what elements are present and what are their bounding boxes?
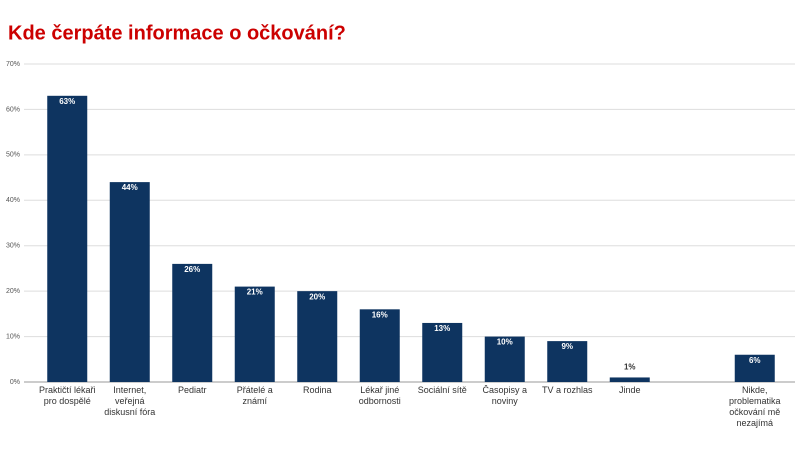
data-label: 21% bbox=[247, 288, 263, 297]
data-label: 16% bbox=[372, 310, 388, 319]
x-tick-label: Časopisy a noviny bbox=[482, 385, 528, 406]
y-tick-label: 40% bbox=[6, 197, 20, 204]
data-label: 20% bbox=[309, 292, 325, 301]
data-label: 44% bbox=[122, 183, 138, 192]
y-tick-label: 30% bbox=[6, 243, 20, 250]
x-tick-label: Internet, veřejná diskusní fóra bbox=[104, 385, 156, 417]
bar bbox=[297, 291, 338, 382]
x-tick-label-box: Pediatr bbox=[177, 385, 207, 395]
chart-title: Kde čerpáte informace o očkování? bbox=[8, 22, 346, 44]
x-tick-label: Nikde, problematika očkování mě nezajímá bbox=[728, 385, 781, 428]
y-tick-label: 70% bbox=[6, 61, 20, 68]
data-label: 6% bbox=[749, 356, 761, 365]
data-label: 63% bbox=[59, 97, 75, 106]
bar bbox=[47, 95, 88, 383]
data-label: 1% bbox=[624, 363, 636, 372]
x-tick-label-box: Časopisy a noviny bbox=[482, 385, 528, 406]
x-tick-label-box: Sociální sítě bbox=[417, 385, 467, 395]
x-tick-label-box: Přátelé a známí bbox=[236, 385, 273, 406]
bar bbox=[109, 182, 150, 382]
x-tick-label: Pediatr bbox=[177, 385, 207, 395]
bar bbox=[359, 309, 400, 382]
y-tick-label: 50% bbox=[6, 152, 20, 159]
y-tick-label: 20% bbox=[6, 288, 20, 295]
x-tick-label-box: Nikde, problematika očkování mě nezajímá bbox=[728, 385, 781, 428]
x-tick-label: TV a rozhlas bbox=[541, 385, 593, 395]
x-tick-label: Praktičtí lékaři pro dospělé bbox=[38, 385, 96, 406]
bar bbox=[547, 341, 588, 382]
x-tick-label: Sociální sítě bbox=[417, 385, 467, 395]
x-tick-label: Jinde bbox=[618, 385, 641, 395]
bar bbox=[234, 286, 275, 382]
data-label: 13% bbox=[434, 324, 450, 333]
x-tick-label-box: Jinde bbox=[618, 385, 641, 395]
bar bbox=[484, 336, 525, 382]
y-tick-label: 10% bbox=[6, 333, 20, 340]
x-tick-label: Rodina bbox=[302, 385, 332, 395]
x-tick-label-box: Internet, veřejná diskusní fóra bbox=[104, 385, 156, 417]
y-tick-label: 0% bbox=[10, 379, 20, 386]
y-tick-label: 60% bbox=[6, 106, 20, 113]
bar bbox=[172, 263, 213, 382]
data-label: 26% bbox=[184, 265, 200, 274]
bar bbox=[734, 354, 775, 382]
x-tick-label: Lékař jiné odbornosti bbox=[358, 385, 401, 406]
x-tick-label-box: Lékař jiné odbornosti bbox=[358, 385, 401, 406]
bar bbox=[422, 322, 463, 382]
x-tick-label-box: Rodina bbox=[302, 385, 332, 395]
x-tick-label-box: TV a rozhlas bbox=[541, 385, 593, 395]
data-label: 9% bbox=[561, 342, 573, 351]
data-label: 10% bbox=[497, 338, 513, 347]
x-tick-label-box: Praktičtí lékaři pro dospělé bbox=[38, 385, 96, 406]
bar bbox=[609, 377, 650, 382]
x-tick-label: Přátelé a známí bbox=[236, 385, 273, 406]
